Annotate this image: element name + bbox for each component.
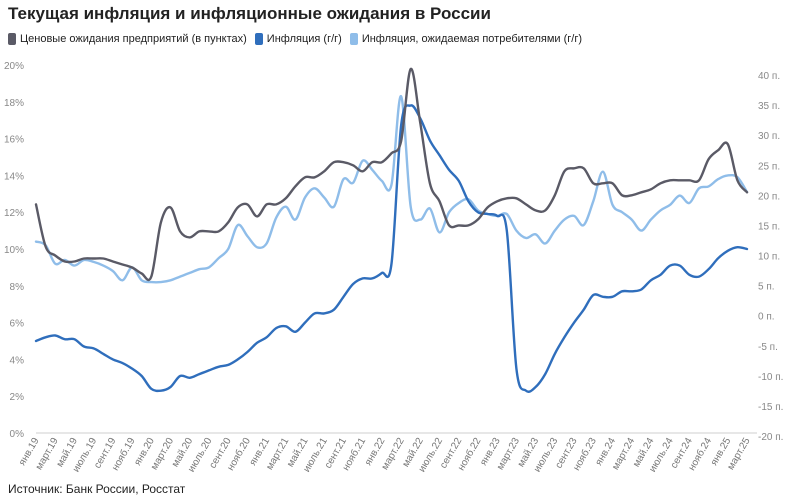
y-right-tick-label: 30 п. [758,131,780,142]
legend-item-business-expectations: Ценовые ожидания предприятий (в пунктах) [8,33,247,45]
series-line-inflation [34,104,749,393]
y-right-tick-label: 15 п. [758,221,780,232]
y-right-tick-label: -5 п. [758,342,778,353]
y-left-tick-label: 10% [4,245,24,256]
y-right-tick-label: -10 п. [758,372,783,383]
y-right-tick-label: 20 п. [758,191,780,202]
legend-label-business-expectations: Ценовые ожидания предприятий (в пунктах) [20,33,247,45]
y-left-tick-label: 4% [10,355,25,366]
y-right-tick-label: -20 п. [758,432,783,443]
y-right-tick-label: 0 п. [758,312,775,323]
y-left-tick-label: 8% [10,282,25,293]
source-note: Источник: Банк России, Росстат [8,482,186,496]
y-left-tick-label: 14% [4,171,24,182]
chart-legend: Ценовые ожидания предприятий (в пунктах)… [8,33,582,45]
y-left-tick-label: 0% [10,429,25,440]
legend-item-consumer-expectations: Инфляция, ожидаемая потребителями (г/г) [349,33,582,45]
legend-label-inflation: Инфляция (г/г) [266,33,342,45]
y-left-tick-label: 20% [4,61,24,72]
series-line-business-expectations [34,67,749,282]
y-right-tick-label: 25 п. [758,161,780,172]
legend-item-inflation: Инфляция (г/г) [254,33,342,45]
y-right-tick-label: 5 п. [758,282,775,293]
y-right-tick-label: 40 п. [758,71,780,82]
y-left-tick-label: 6% [10,319,25,330]
series-line-consumer-expectations [34,95,749,284]
y-left-tick-label: 2% [10,392,25,403]
series-layer [34,67,749,393]
chart-title: Текущая инфляция и инфляционные ожидания… [8,4,491,23]
y-left-tick-label: 18% [4,98,24,109]
legend-label-consumer-expectations: Инфляция, ожидаемая потребителями (г/г) [361,33,582,45]
y-right-tick-label: 10 п. [758,252,780,263]
y-right-tick-label: -15 п. [758,402,783,413]
legend-swatch-consumer-expectations [349,33,358,45]
legend-swatch-business-expectations [8,33,16,45]
legend-swatch-inflation [254,33,263,45]
y-left-tick-label: 12% [4,208,24,219]
y-right-tick-label: 35 п. [758,101,780,112]
y-left-tick-label: 16% [4,135,24,146]
